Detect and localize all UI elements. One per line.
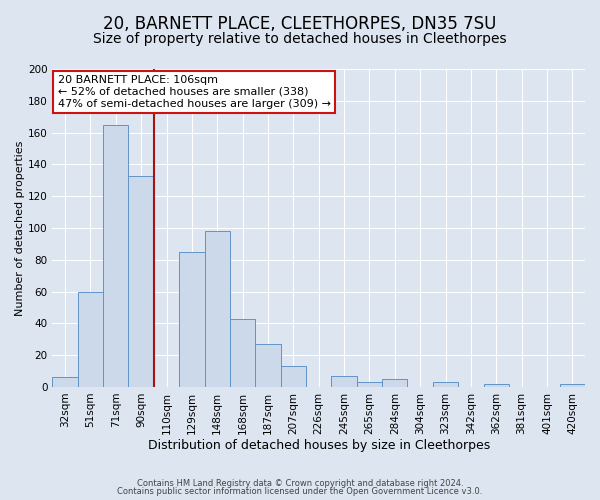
Text: Contains public sector information licensed under the Open Government Licence v3: Contains public sector information licen… xyxy=(118,487,482,496)
Text: 20 BARNETT PLACE: 106sqm
← 52% of detached houses are smaller (338)
47% of semi-: 20 BARNETT PLACE: 106sqm ← 52% of detach… xyxy=(58,76,331,108)
Bar xyxy=(484,384,509,387)
Bar xyxy=(560,384,585,387)
Bar xyxy=(357,382,382,387)
Y-axis label: Number of detached properties: Number of detached properties xyxy=(15,140,25,316)
Bar xyxy=(52,378,78,387)
Bar xyxy=(331,376,357,387)
Bar xyxy=(179,252,205,387)
Bar xyxy=(78,292,103,387)
Bar xyxy=(230,318,255,387)
Bar xyxy=(382,379,407,387)
Bar xyxy=(281,366,306,387)
Text: Size of property relative to detached houses in Cleethorpes: Size of property relative to detached ho… xyxy=(93,32,507,46)
Bar xyxy=(103,124,128,387)
Bar xyxy=(128,176,154,387)
Bar xyxy=(433,382,458,387)
Bar xyxy=(255,344,281,387)
Text: Contains HM Land Registry data © Crown copyright and database right 2024.: Contains HM Land Registry data © Crown c… xyxy=(137,478,463,488)
X-axis label: Distribution of detached houses by size in Cleethorpes: Distribution of detached houses by size … xyxy=(148,440,490,452)
Text: 20, BARNETT PLACE, CLEETHORPES, DN35 7SU: 20, BARNETT PLACE, CLEETHORPES, DN35 7SU xyxy=(103,15,497,33)
Bar xyxy=(205,231,230,387)
